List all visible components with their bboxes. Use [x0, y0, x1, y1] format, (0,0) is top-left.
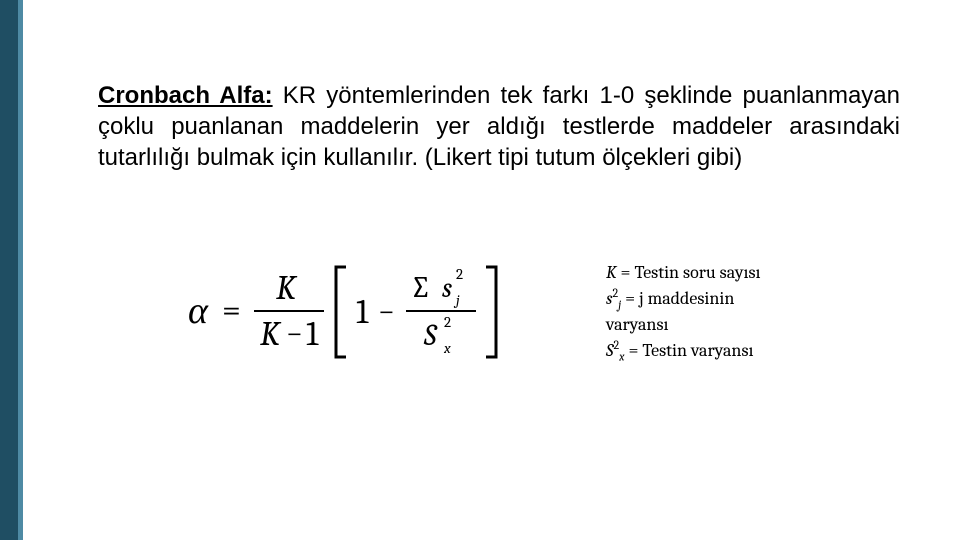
- body-paragraph: Cronbach Alfa: KR yöntemlerinden tek far…: [98, 80, 900, 174]
- formula-legend: K = Testin soru sayısı s2j = j maddesini…: [606, 261, 761, 365]
- legend-K-sym: K: [606, 262, 617, 283]
- right-bracket: [486, 267, 496, 357]
- frac1-num: K: [276, 268, 298, 308]
- bracket-minus: −: [378, 294, 395, 329]
- s-sup-2: 2: [456, 265, 463, 283]
- slide: Cronbach Alfa: KR yöntemlerinden tek far…: [0, 0, 960, 540]
- s-sub-j: j: [453, 291, 460, 309]
- title-term: Cronbach Alfa:: [98, 82, 273, 109]
- legend-sj-text2: varyansı: [606, 314, 669, 335]
- sum-symbol: ∑: [410, 270, 431, 305]
- frac1-den-K: K: [260, 314, 282, 354]
- legend-K-text: = Testin soru sayısı: [617, 262, 761, 283]
- big-s-symbol: S: [423, 318, 438, 353]
- content-area: Cronbach Alfa: KR yöntemlerinden tek far…: [98, 56, 900, 198]
- left-bracket: [336, 267, 346, 357]
- legend-row-sj: s2j = j maddesinin: [606, 285, 761, 313]
- frac1-den-1: 1: [306, 314, 319, 354]
- bracket-one: 1: [356, 292, 369, 332]
- legend-row-K: K = Testin soru sayısı: [606, 261, 761, 285]
- legend-sj-text: = j maddesinin: [621, 288, 734, 309]
- formula-region: α = K K − 1 1 − ∑ s 2 j: [188, 248, 808, 378]
- legend-row-Sx: S2x = Testin varyansı: [606, 337, 761, 365]
- alpha-symbol: α: [188, 289, 209, 333]
- big-s-sup-2: 2: [444, 313, 451, 331]
- cronbach-alpha-formula: α = K K − 1 1 − ∑ s 2 j: [188, 253, 578, 373]
- s-symbol: s: [442, 272, 452, 304]
- legend-row-sj2: varyansı: [606, 313, 761, 337]
- big-s-sub-x: x: [443, 339, 451, 357]
- equals-sign: =: [222, 290, 241, 330]
- frac1-den-minus: −: [286, 316, 303, 351]
- legend-Sx-text: = Testin varyansı: [624, 340, 753, 361]
